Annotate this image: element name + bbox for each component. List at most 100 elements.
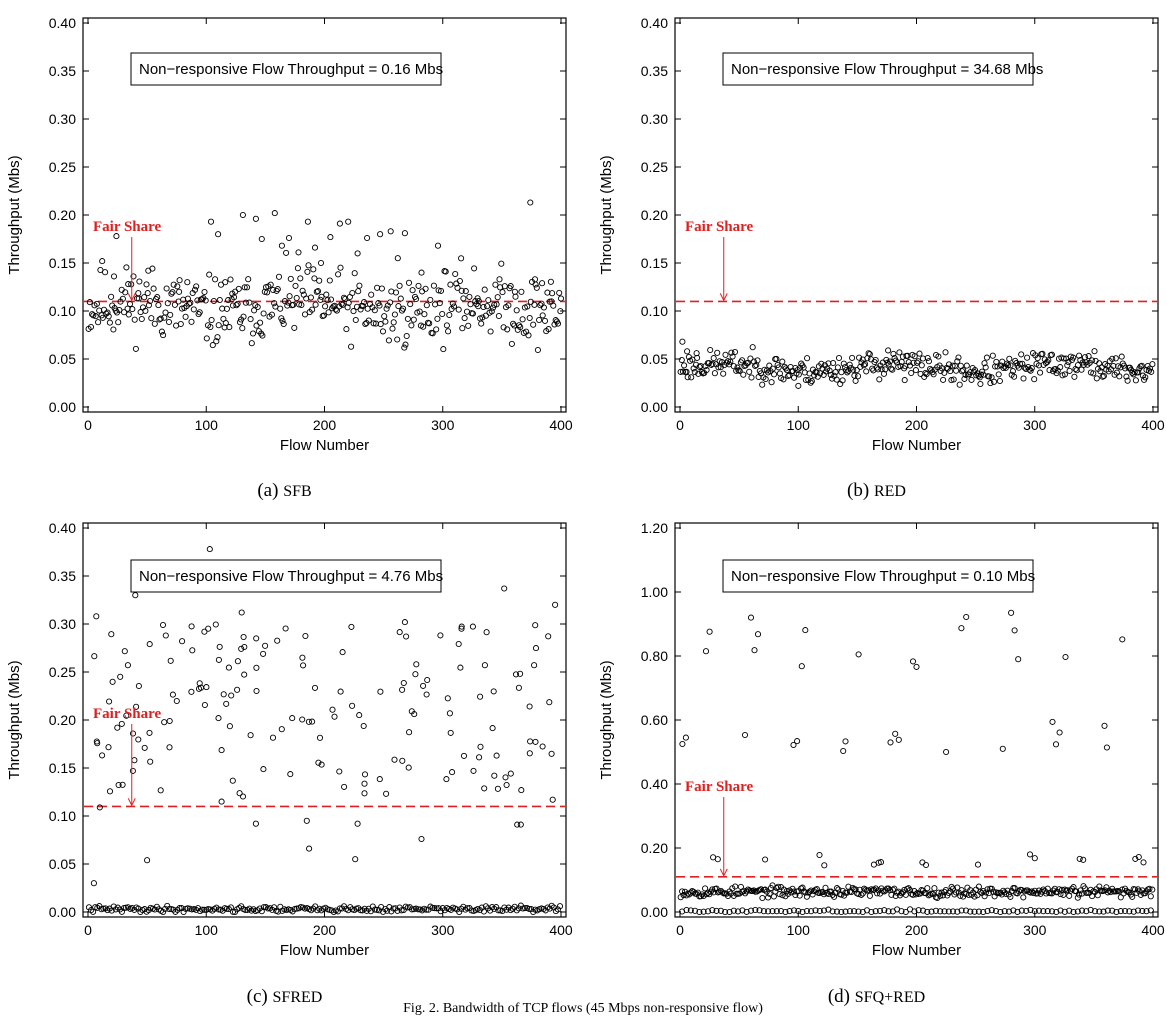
data-point <box>144 857 151 864</box>
y-tick-label: 0.00 <box>641 399 668 415</box>
data-point <box>746 368 753 375</box>
data-point <box>1070 908 1077 916</box>
data-point <box>260 650 267 657</box>
data-point <box>109 678 116 685</box>
data-point <box>491 301 498 308</box>
data-point <box>714 856 721 863</box>
data-point <box>304 268 311 275</box>
data-point <box>831 893 838 900</box>
data-point <box>762 856 769 863</box>
data-point <box>967 908 974 915</box>
data-point <box>1116 373 1123 380</box>
data-point <box>863 368 870 375</box>
data-point <box>700 908 707 915</box>
data-point <box>773 355 780 362</box>
data-point <box>457 664 464 671</box>
data-point <box>418 835 425 843</box>
data-point <box>99 258 106 265</box>
data-point <box>687 889 694 896</box>
data-point <box>822 368 830 375</box>
data-point <box>311 275 318 282</box>
data-points <box>677 338 1156 389</box>
data-point <box>264 905 271 912</box>
data-point <box>356 282 363 289</box>
data-point <box>440 346 447 353</box>
data-point <box>981 893 988 900</box>
data-point <box>958 368 966 375</box>
data-point <box>498 260 505 267</box>
y-tick-label: 0.80 <box>641 648 668 664</box>
data-point <box>169 289 176 296</box>
data-point <box>711 370 718 377</box>
data-point <box>1064 362 1071 369</box>
data-point <box>1080 856 1087 863</box>
fair-share-label: Fair Share <box>93 219 162 235</box>
data-point <box>743 908 750 915</box>
data-point <box>754 357 761 364</box>
data-point <box>846 361 853 368</box>
data-point <box>226 324 233 331</box>
data-point <box>693 350 700 357</box>
data-point <box>724 358 731 365</box>
data-point <box>913 663 920 670</box>
data-point <box>922 861 930 869</box>
data-point <box>124 662 131 669</box>
data-point <box>533 284 540 291</box>
data-point <box>238 645 245 652</box>
data-point <box>745 886 752 893</box>
data-point <box>423 906 430 913</box>
data-point <box>832 369 839 376</box>
data-point <box>1015 656 1022 663</box>
data-point <box>480 303 487 311</box>
data-point <box>1024 354 1031 361</box>
data-point <box>160 908 167 916</box>
data-point <box>240 313 247 320</box>
data-point <box>1090 370 1097 377</box>
data-point <box>902 908 909 916</box>
data-point <box>850 366 857 373</box>
data-point <box>115 319 122 326</box>
data-point <box>941 908 948 915</box>
data-point <box>460 752 468 759</box>
data-point <box>739 907 746 914</box>
data-point <box>1003 890 1010 898</box>
data-point <box>351 270 358 277</box>
data-point <box>893 359 901 366</box>
data-point <box>400 679 407 687</box>
data-point <box>729 353 736 360</box>
data-point <box>143 281 150 288</box>
data-point <box>684 374 691 381</box>
data-point <box>229 777 236 784</box>
data-point <box>309 718 316 725</box>
data-point <box>147 297 154 305</box>
data-point <box>984 907 991 915</box>
data-point <box>715 364 722 371</box>
data-point <box>1100 372 1107 380</box>
data-point <box>398 907 405 914</box>
data-point <box>982 364 989 371</box>
data-point <box>197 684 205 691</box>
data-point <box>786 908 793 915</box>
data-point <box>892 892 899 900</box>
data-point <box>282 625 289 632</box>
data-point <box>924 885 931 892</box>
data-point <box>475 303 482 310</box>
data-point <box>391 756 398 763</box>
data-point <box>928 908 935 915</box>
data-point <box>411 711 418 718</box>
data-point <box>1119 636 1126 643</box>
data-point <box>803 893 810 900</box>
data-point <box>260 310 267 317</box>
data-point <box>1132 855 1139 862</box>
y-tick-label: 0.30 <box>641 111 668 127</box>
data-point <box>1007 893 1014 900</box>
data-point <box>216 296 223 304</box>
data-point <box>809 891 816 898</box>
data-point <box>199 906 206 913</box>
data-point <box>790 888 798 895</box>
data-point <box>131 757 138 764</box>
data-point <box>1014 908 1021 915</box>
data-point <box>1126 908 1133 915</box>
data-point <box>1078 366 1085 373</box>
data-point <box>766 362 773 369</box>
